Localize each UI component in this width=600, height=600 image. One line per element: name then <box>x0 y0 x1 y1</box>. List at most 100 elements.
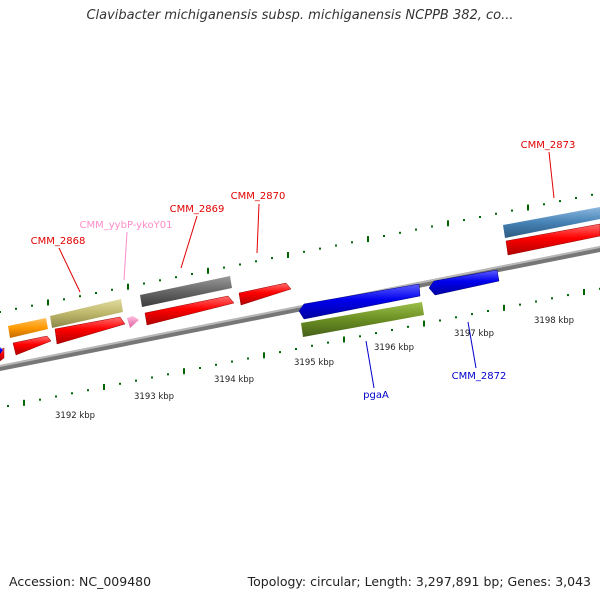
minor-tick <box>191 273 193 275</box>
gene-label-cmm-2868[interactable]: CMM_2868 <box>31 236 86 247</box>
minor-tick <box>431 225 433 228</box>
cds-cmm-2870[interactable] <box>238 282 292 306</box>
minor-tick <box>511 209 513 212</box>
major-tick <box>23 399 25 406</box>
major-tick <box>503 304 505 311</box>
cds-cmm-2872[interactable] <box>428 269 500 296</box>
major-tick <box>103 384 105 390</box>
leader-pgaa <box>365 340 375 389</box>
scale-labels: 3192 kbp 3193 kbp 3194 kbp 3195 kbp 3196… <box>55 316 574 421</box>
gene-label-cmm-2870[interactable]: CMM_2870 <box>231 191 286 202</box>
minor-tick <box>63 298 65 301</box>
minor-tick <box>167 373 169 376</box>
minor-tick <box>319 247 321 250</box>
minor-tick <box>215 363 217 366</box>
cds-feature[interactable] <box>12 335 52 356</box>
cds-cmm-2869[interactable] <box>144 295 235 326</box>
minor-tick <box>199 367 201 369</box>
gene-label-cmm-2873[interactable]: CMM_2873 <box>521 140 576 151</box>
major-tick <box>447 220 449 227</box>
minor-tick <box>279 351 281 354</box>
minor-tick <box>159 279 161 282</box>
minor-tick <box>119 382 121 385</box>
minor-tick <box>351 241 353 244</box>
minor-tick <box>439 319 441 322</box>
minor-tick <box>255 260 257 263</box>
minor-tick <box>487 310 489 312</box>
minor-tick <box>359 335 361 338</box>
minor-tick <box>519 303 521 306</box>
minor-tick <box>303 250 305 253</box>
minor-tick <box>327 341 329 344</box>
forward-strand-features <box>0 207 600 362</box>
minor-tick <box>151 376 153 379</box>
gene-label-cmm-2869[interactable]: CMM_2869 <box>170 204 225 215</box>
minor-tick <box>247 357 249 360</box>
minor-tick <box>415 228 417 231</box>
minor-tick <box>335 244 337 247</box>
minor-tick <box>551 297 553 300</box>
cds-feature[interactable] <box>54 316 126 345</box>
gene-label-leaders <box>58 151 555 389</box>
gene-labels: CMM_2868 CMM_yybP-ykoY01 CMM_2869 CMM_28… <box>31 140 576 401</box>
sequence-backbone <box>0 246 600 371</box>
major-tick <box>527 204 529 211</box>
cds-pgaa[interactable] <box>298 283 421 320</box>
minor-tick <box>591 193 593 196</box>
minor-tick <box>175 276 177 279</box>
minor-tick <box>559 200 561 203</box>
scale-label: 3193 kbp <box>134 392 174 402</box>
minor-tick <box>239 263 241 266</box>
reverse-strand-features <box>0 269 500 354</box>
cds-edge-left-reverse[interactable] <box>0 347 3 354</box>
minor-tick <box>143 282 145 285</box>
minor-tick <box>375 332 377 335</box>
major-tick <box>263 352 265 359</box>
scale-label: 3197 kbp <box>454 329 494 339</box>
minor-tick <box>0 311 1 313</box>
minor-tick <box>383 235 385 237</box>
major-tick <box>287 252 289 258</box>
minor-tick <box>575 197 577 199</box>
major-tick <box>367 236 369 243</box>
minor-tick <box>271 257 273 260</box>
steelblue-feature-cmm-2873[interactable] <box>503 207 600 238</box>
khaki-feature[interactable] <box>50 299 123 328</box>
cds-cmm-2873[interactable] <box>505 223 600 256</box>
major-tick <box>47 299 49 306</box>
minor-tick <box>407 325 409 328</box>
minor-tick <box>391 329 393 331</box>
minor-tick <box>567 294 569 297</box>
minor-tick <box>223 266 225 269</box>
major-tick <box>423 320 425 327</box>
minor-tick <box>463 219 465 222</box>
cds-yybp-ykoy01[interactable] <box>127 316 139 328</box>
scale-label: 3192 kbp <box>55 411 95 421</box>
minor-tick <box>535 300 537 303</box>
accession-text: Accession: NC_009480 <box>9 574 152 589</box>
minor-tick <box>111 288 113 291</box>
minor-tick <box>495 212 497 215</box>
gene-label-cmm-2872[interactable]: CMM_2872 <box>452 371 507 382</box>
gene-label-pgaa[interactable]: pgaA <box>363 390 389 401</box>
orange-feature[interactable] <box>8 318 48 338</box>
major-tick <box>343 336 345 343</box>
minor-tick <box>295 348 297 350</box>
genome-summary-text: Topology: circular; Length: 3,297,891 bp… <box>247 574 591 589</box>
leader-cmm-2869 <box>180 215 198 269</box>
minor-tick <box>479 216 481 218</box>
minor-tick <box>87 389 89 392</box>
olive-feature-pgaa[interactable] <box>301 302 424 337</box>
minor-tick <box>311 344 313 347</box>
minor-tick <box>455 316 457 319</box>
minor-tick <box>71 392 73 395</box>
major-tick <box>183 368 185 375</box>
minor-tick <box>39 398 41 401</box>
gene-label-cmm-yybp-ykoy01[interactable]: CMM_yybP-ykoY01 <box>80 220 173 231</box>
scale-label: 3198 kbp <box>534 316 574 326</box>
minor-tick <box>471 313 473 316</box>
leader-cmm-2872 <box>467 321 477 369</box>
gray-feature-cmm-2869[interactable] <box>140 276 232 307</box>
minor-tick <box>79 295 81 298</box>
